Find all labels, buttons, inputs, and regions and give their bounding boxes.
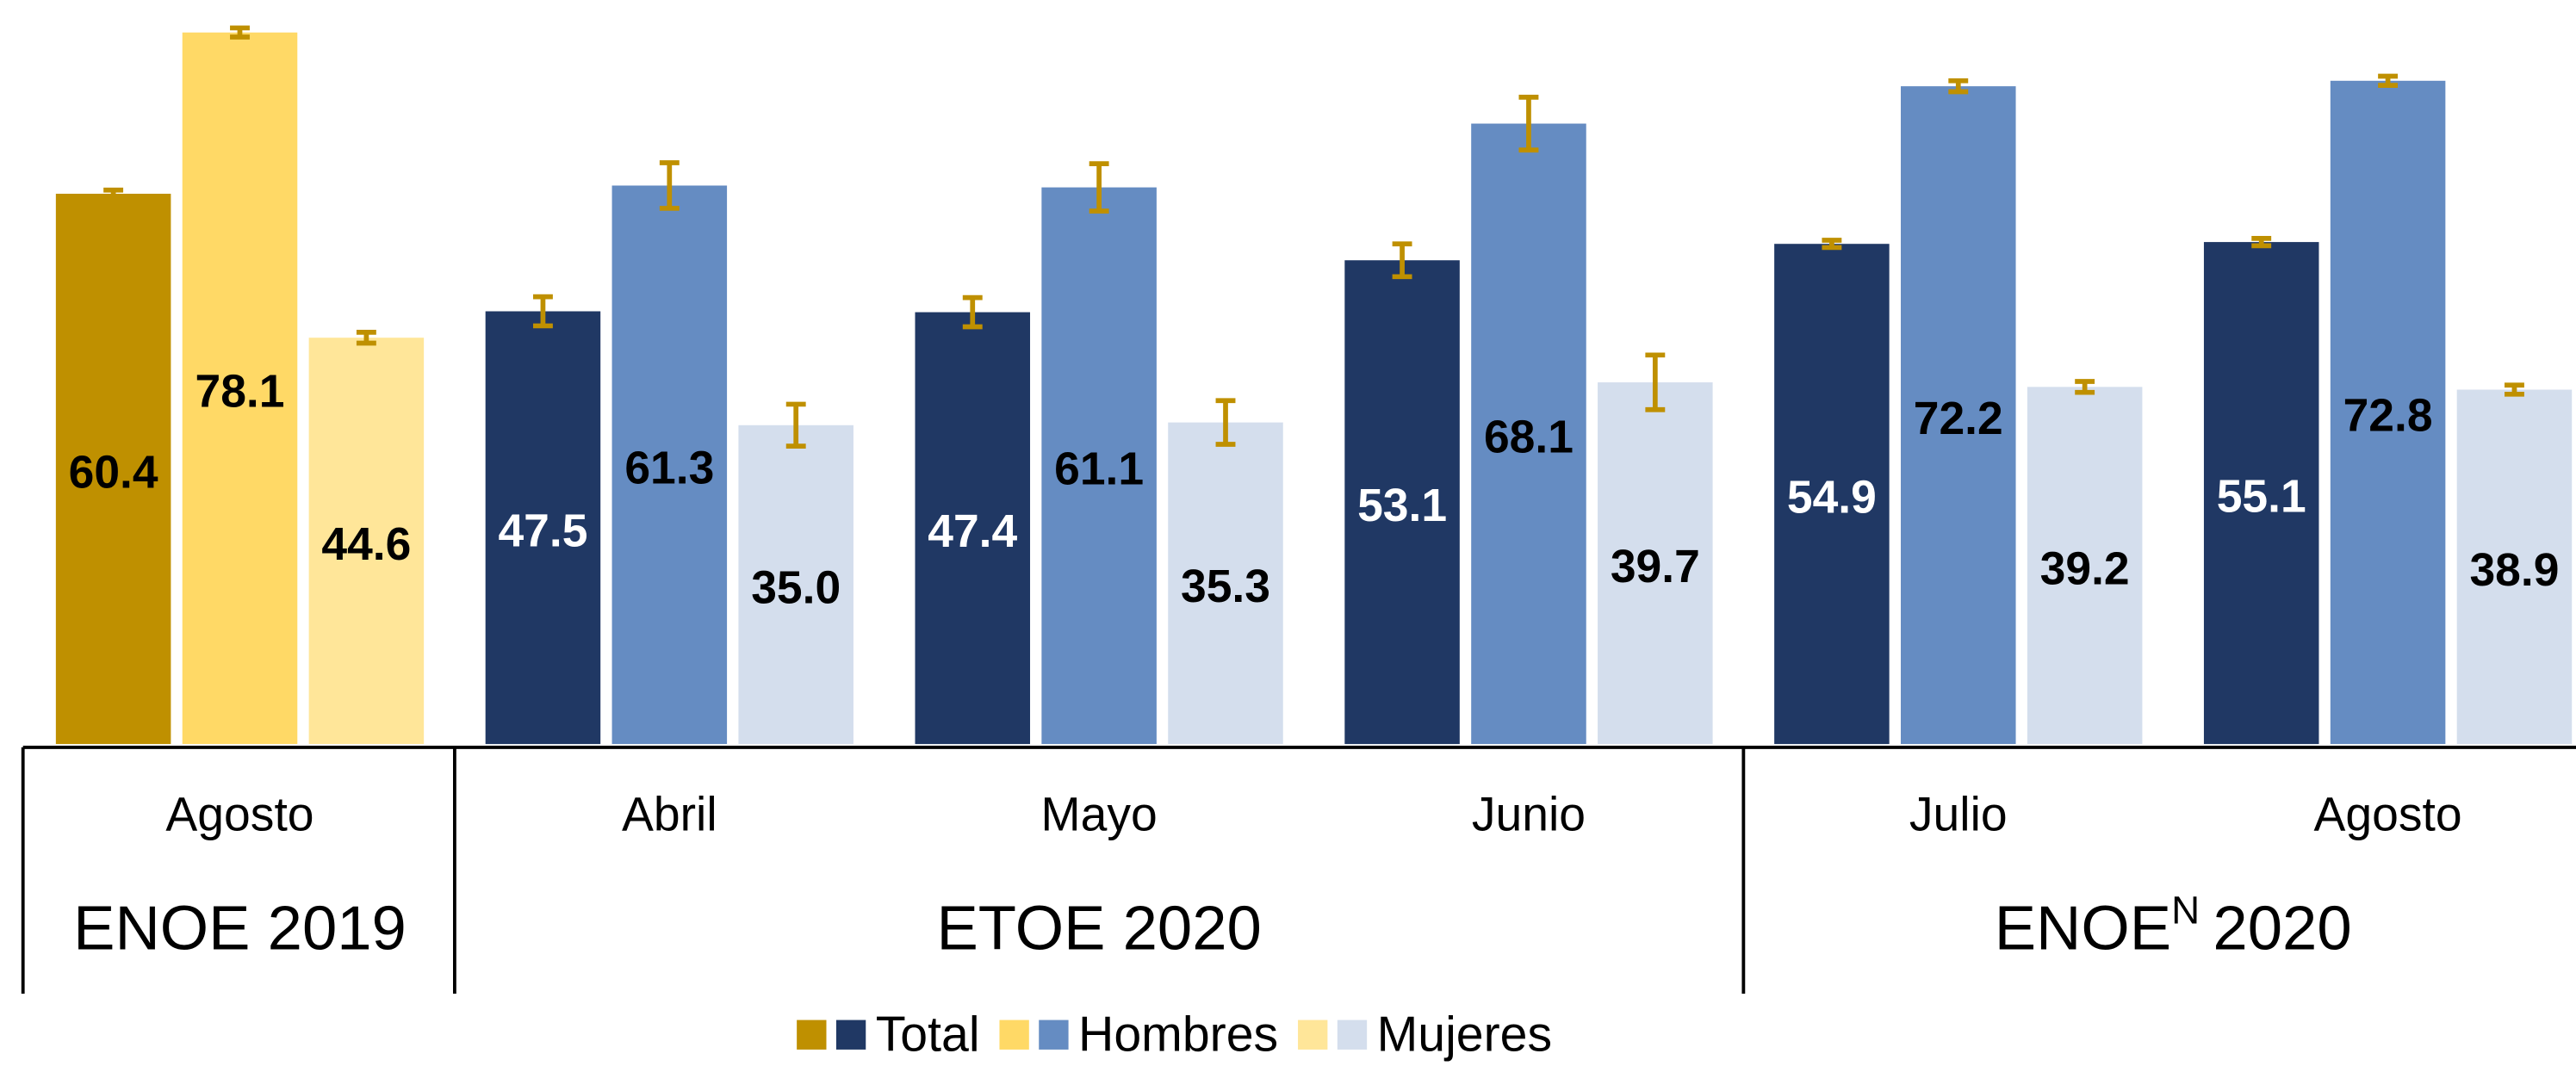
error-bar [2075, 379, 2095, 395]
value-label: 68.1 [1484, 412, 1574, 463]
value-label: 61.3 [624, 443, 714, 494]
bar [611, 185, 728, 745]
bar [2456, 389, 2573, 745]
x-tick-label: Mayo [1041, 788, 1158, 841]
legend: Total Hombres Mujeres [797, 1007, 1552, 1063]
value-label: 78.1 [196, 367, 285, 418]
value-label: 61.1 [1054, 444, 1144, 495]
legend-swatch [1039, 1020, 1069, 1050]
error-bar [103, 187, 124, 201]
x-tick-label: Julio [1909, 788, 2008, 841]
bar [308, 338, 425, 745]
legend-label: Hombres [1078, 1007, 1278, 1063]
value-label: 47.4 [928, 506, 1017, 557]
group-label-suffix: 2020 [2213, 894, 2351, 964]
value-label: 72.8 [2343, 391, 2433, 442]
bar [1774, 244, 1890, 745]
x-tick-label: Junio [1472, 788, 1586, 841]
x-tick-label: Agosto [165, 788, 313, 841]
value-label: 47.5 [498, 506, 587, 557]
group-label-superscript: N [2171, 889, 2200, 933]
x-tick-label: Abril [622, 788, 717, 841]
bar [1598, 382, 1713, 745]
error-bar [2505, 382, 2524, 397]
bar [2330, 80, 2446, 745]
legend-swatch [835, 1020, 866, 1050]
bar [1901, 86, 2016, 745]
legend-swatch [1298, 1020, 1328, 1050]
error-bar [1215, 398, 1236, 447]
error-bar [1822, 238, 1842, 251]
value-label: 55.1 [2217, 471, 2306, 522]
value-label: 72.2 [1914, 394, 2003, 444]
bar [2027, 387, 2143, 745]
bar [2203, 242, 2319, 745]
bar [738, 425, 853, 745]
value-label: 38.9 [2469, 545, 2559, 596]
value-label: 39.7 [1611, 542, 1700, 592]
error-bar [356, 329, 376, 346]
error-bar [1089, 161, 1109, 214]
value-label: 53.1 [1357, 480, 1447, 531]
error-bar [1518, 94, 1539, 153]
bar [915, 312, 1031, 745]
error-bar [785, 401, 806, 449]
value-label: 60.4 [69, 447, 158, 498]
error-bar [659, 160, 680, 211]
group-label: ETOE 2020 [936, 894, 1261, 964]
value-label: 44.6 [321, 519, 411, 570]
bar [485, 311, 601, 745]
legend-swatch [1337, 1020, 1368, 1050]
error-bar [230, 25, 250, 40]
bar [1471, 123, 1586, 745]
legend-swatch [797, 1020, 827, 1050]
bar [182, 32, 298, 745]
group-label: ENOEN 2020 [1995, 889, 2352, 964]
group-label: ENOE 2019 [73, 894, 407, 964]
error-bar [1948, 77, 1969, 95]
value-label: 35.3 [1181, 561, 1270, 612]
legend-label: Total [876, 1007, 980, 1063]
bar [55, 194, 171, 745]
error-bar [962, 294, 983, 330]
error-bar [532, 294, 553, 329]
x-tick-label: Agosto [2314, 788, 2462, 841]
error-bar [1645, 352, 1666, 412]
group-label-main: ENOE [1995, 894, 2171, 964]
value-label: 54.9 [1787, 472, 1877, 523]
legend-label: Mujeres [1377, 1007, 1553, 1063]
legend-swatch [999, 1020, 1029, 1050]
error-bar [2251, 235, 2272, 249]
value-label: 39.2 [2040, 543, 2130, 594]
bar [1041, 187, 1157, 745]
error-bar [2378, 73, 2399, 88]
error-bar [1392, 241, 1412, 280]
bar [1168, 422, 1283, 745]
bar [1344, 260, 1460, 745]
value-label: 35.0 [751, 563, 841, 614]
